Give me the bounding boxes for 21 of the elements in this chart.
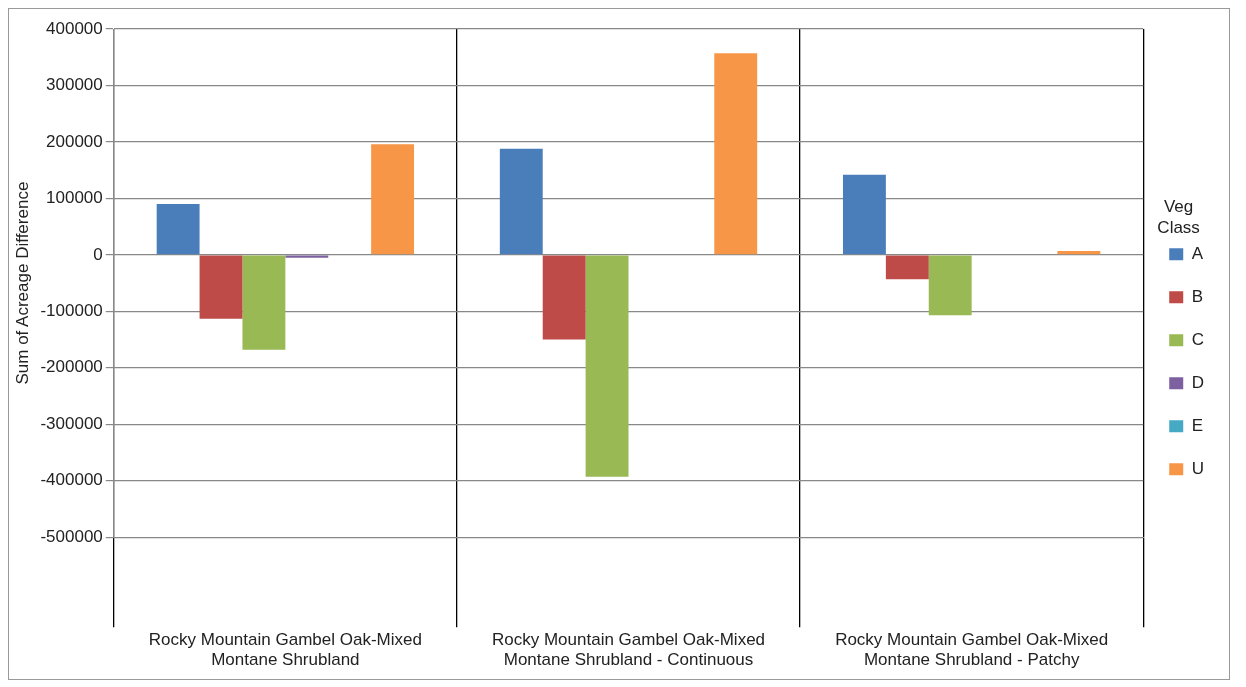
legend-label: B: [1191, 286, 1204, 306]
legend-label: A: [1191, 243, 1204, 263]
y-tick-label: 200000: [46, 131, 103, 151]
legend-label: C: [1191, 329, 1204, 349]
y-tick-label: -200000: [40, 357, 103, 377]
y-tick-label: 400000: [46, 18, 103, 38]
legend-title: Veg Class: [1157, 197, 1200, 237]
y-tick-label: 300000: [46, 75, 103, 95]
x-tick-label: Rocky Mountain Gambel Oak-Mixed Montane Shrubland - Patchy: [835, 630, 1109, 670]
y-tick-label: -100000: [40, 301, 103, 321]
y-axis-title: Sum of Acreage Difference: [12, 181, 32, 385]
y-tick-label: -300000: [40, 413, 103, 433]
legend-label: E: [1191, 415, 1204, 435]
y-tick-label: 100000: [46, 188, 103, 208]
legend-label: U: [1191, 458, 1204, 478]
legend-label: D: [1191, 372, 1204, 392]
y-tick-label: -500000: [40, 526, 103, 546]
y-tick-label: -400000: [40, 470, 103, 490]
x-tick-label: Rocky Mountain Gambel Oak-Mixed Montane Shrubland - Continuous: [491, 630, 766, 670]
y-tick-label: 0: [93, 244, 103, 264]
x-tick-label: Rocky Mountain Gambel Oak-Mixed Montane Shrubland: [148, 630, 422, 670]
